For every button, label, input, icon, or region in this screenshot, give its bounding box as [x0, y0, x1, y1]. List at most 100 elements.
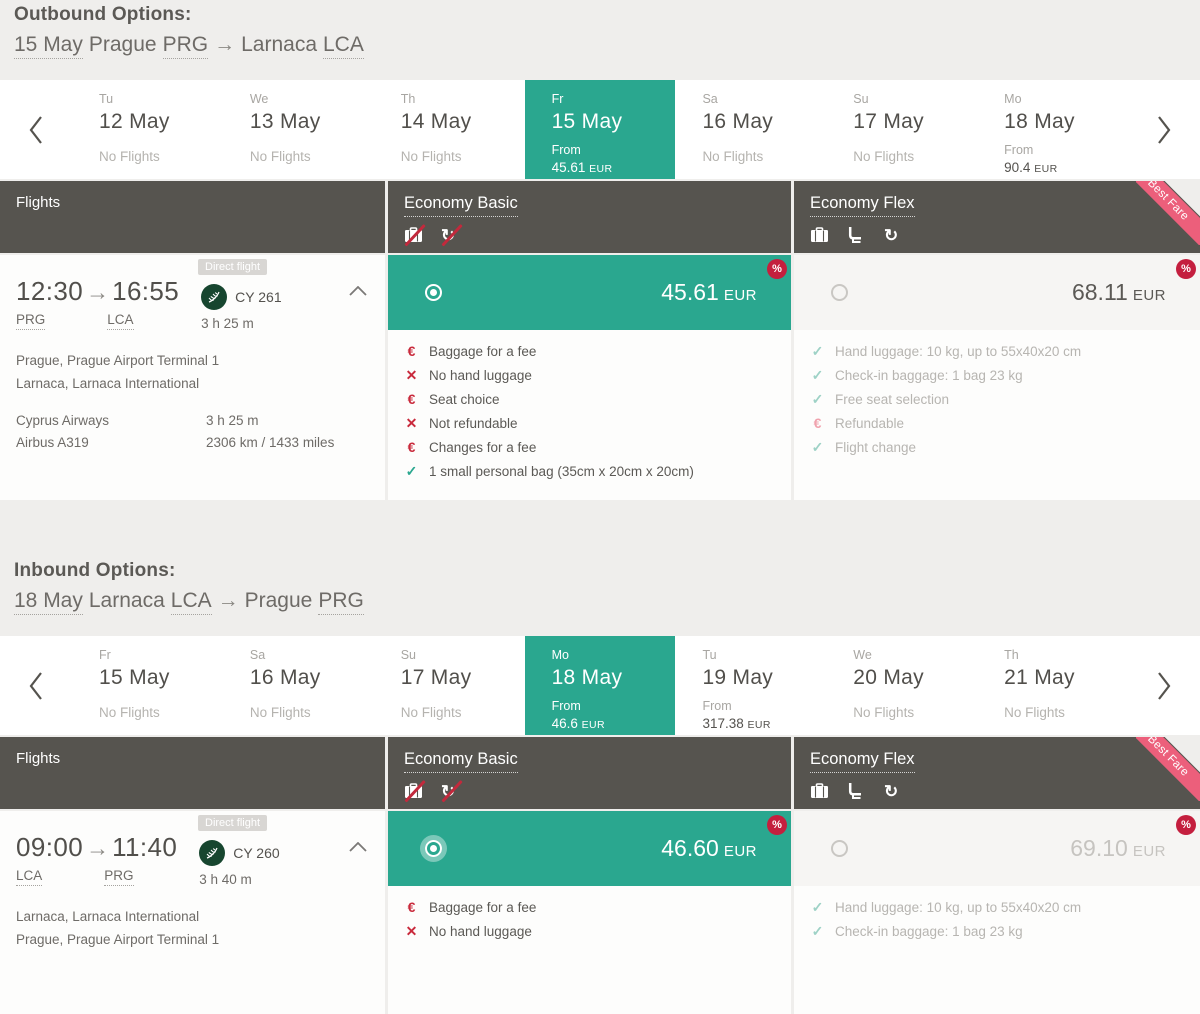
economy-flex-cell: 68.11 EUR % ✓ Hand luggage: 10 kg, up to 5…	[794, 255, 1200, 500]
day-status: No Flights	[1004, 705, 1065, 720]
economy-flex-title-link[interactable]: Economy Flex	[810, 750, 915, 773]
arrival-code-link[interactable]: PRG	[104, 868, 134, 886]
date-cell-18-may[interactable]: Mo 18 May From 90.4 EUR	[977, 80, 1128, 179]
flight-change-icon: ↻	[884, 225, 899, 245]
from-label: From	[551, 699, 581, 713]
departure-airport: Prague, Prague Airport Terminal 1	[16, 353, 220, 368]
economy-flex-title-link[interactable]: Economy Flex	[810, 194, 915, 217]
chevron-left-icon	[29, 115, 42, 144]
route-from-code-link[interactable]: LCA	[170, 589, 212, 615]
economy-basic-header: Economy Basic ↻	[388, 181, 791, 253]
collapse-chevron-icon[interactable]	[349, 839, 367, 857]
day-of-week: Fr	[551, 92, 564, 106]
collapse-chevron-icon[interactable]	[349, 283, 367, 301]
departure-airport: Larnaca, Larnaca International	[16, 909, 200, 924]
economy-basic-option[interactable]: 45.61 EUR %	[388, 255, 791, 330]
day-status: No Flights	[400, 149, 462, 164]
date-cell-14-may[interactable]: Th 14 May No Flights	[374, 80, 525, 179]
economy-flex-cell: 69.10 EUR % ✓ Hand luggage: 10 kg, up to 5…	[794, 811, 1200, 1014]
date-cell-18-may-selected[interactable]: Mo 18 May From 46.6 EUR	[524, 636, 676, 735]
route-from-code-link[interactable]: PRG	[162, 33, 209, 59]
date-cell-17-may[interactable]: Su 17 May No Flights	[826, 80, 977, 179]
economy-basic-title-link[interactable]: Economy Basic	[404, 750, 518, 773]
arrival-time: 11:40	[112, 832, 178, 862]
cross-icon: ✕	[405, 367, 418, 383]
from-label: From	[1004, 143, 1034, 157]
economy-basic-cell: 45.61 EUR % € Baggage for a fee ✕ No hand l…	[388, 255, 791, 500]
inbound-fare-table: Flights Economy Basic ↻ Economy Flex ↻ B…	[0, 737, 1200, 1014]
feature-item: € Seat choice	[404, 391, 775, 408]
flight-duration: 3 h 40 m	[199, 872, 252, 887]
day-of-week: Mo	[551, 648, 569, 662]
route-to-code-link[interactable]: PRG	[318, 589, 364, 615]
economy-flex-radio[interactable]	[831, 840, 848, 857]
outbound-fare-table: Flights Economy Basic ↻ Economy Flex ↻ B…	[0, 181, 1200, 500]
economy-basic-cell: 46.60 EUR % € Baggage for a fee ✕ No hand l…	[388, 811, 791, 1014]
date-cell-16-may[interactable]: Sa 16 May No Flights	[675, 80, 826, 179]
feature-item: € Changes for a fee	[404, 439, 775, 456]
day-date: 15 May	[99, 666, 170, 689]
carousel-next-button[interactable]	[1128, 636, 1200, 735]
cyprus-airways-logo	[201, 284, 228, 310]
detail-distance: 2306 km / 1433 miles	[206, 435, 335, 450]
date-cell-17-may[interactable]: Su 17 May No Flights	[374, 636, 525, 735]
day-of-week: We	[853, 648, 872, 662]
departure-code-link[interactable]: PRG	[16, 312, 46, 330]
date-cell-20-may[interactable]: We 20 May No Flights	[826, 636, 977, 735]
feature-text: No hand luggage	[429, 368, 532, 383]
carousel-prev-button[interactable]	[0, 80, 72, 179]
route-arrow-icon: →	[214, 33, 236, 56]
arrival-code-link[interactable]: LCA	[107, 312, 134, 330]
feature-text: Changes for a fee	[429, 440, 537, 455]
baggage-icon	[810, 226, 832, 244]
feature-text: 1 small personal bag (35cm x 20cm x 20cm…	[429, 464, 694, 479]
economy-basic-radio[interactable]	[425, 284, 442, 301]
discount-percent-badge: %	[767, 815, 787, 835]
cyprus-airways-logo	[199, 840, 226, 866]
no-baggage-icon	[404, 782, 426, 800]
no-changes-icon: ↻	[441, 226, 463, 244]
departure-code-link[interactable]: LCA	[16, 868, 43, 886]
route-date-link[interactable]: 18 May	[14, 589, 83, 615]
day-status: No Flights	[249, 149, 311, 164]
flight-duration: 3 h 25 m	[201, 316, 254, 331]
day-date: 16 May	[702, 110, 774, 133]
economy-basic-title-link[interactable]: Economy Basic	[404, 194, 518, 217]
economy-flex-radio[interactable]	[831, 284, 848, 301]
day-of-week: Sa	[249, 648, 266, 662]
day-of-week: Su	[853, 92, 869, 106]
day-of-week: Tu	[99, 92, 114, 106]
route-to-code-link[interactable]: LCA	[323, 33, 364, 59]
no-baggage-icon	[404, 226, 426, 244]
day-of-week: Tu	[702, 648, 717, 662]
economy-flex-option[interactable]: 68.11 EUR %	[794, 255, 1200, 330]
economy-flex-option[interactable]: 69.10 EUR %	[794, 811, 1200, 886]
economy-basic-radio[interactable]	[425, 840, 442, 857]
feature-item: € Refundable	[810, 415, 1184, 432]
date-cell-15-may[interactable]: Fr 15 May No Flights	[72, 636, 223, 735]
economy-basic-option[interactable]: 46.60 EUR %	[388, 811, 791, 886]
feature-item: € Baggage for a fee	[404, 343, 775, 360]
date-cell-19-may[interactable]: Tu 19 May From 317.38 EUR	[675, 636, 826, 735]
feature-item: ✓ Free seat selection	[810, 391, 1184, 408]
date-cell-13-may[interactable]: We 13 May No Flights	[223, 80, 374, 179]
route-date-link[interactable]: 15 May	[14, 33, 83, 59]
date-cell-12-may[interactable]: Tu 12 May No Flights	[72, 80, 223, 179]
day-status: No Flights	[702, 149, 764, 164]
day-status: No Flights	[400, 705, 462, 720]
feature-text: Hand luggage: 10 kg, up to 55x40x20 cm	[835, 900, 1082, 915]
feature-text: Baggage for a fee	[429, 900, 537, 915]
carousel-prev-button[interactable]	[0, 636, 72, 735]
date-cell-16-may[interactable]: Sa 16 May No Flights	[223, 636, 374, 735]
check-icon: ✓	[811, 343, 824, 359]
euro-icon: €	[407, 439, 416, 455]
direct-flight-badge: Direct flight	[198, 259, 268, 275]
inbound-heading: Inbound Options:	[14, 560, 176, 581]
carousel-next-button[interactable]	[1128, 80, 1200, 179]
date-cell-21-may[interactable]: Th 21 May No Flights	[977, 636, 1128, 735]
date-cell-15-may-selected[interactable]: Fr 15 May From 45.61 EUR	[524, 80, 676, 179]
day-of-week: We	[249, 92, 269, 106]
feature-item: ✓ Check-in baggage: 1 bag 23 kg	[810, 367, 1184, 384]
from-label: From	[551, 143, 581, 157]
feature-item: ✕ Not refundable	[404, 415, 775, 432]
